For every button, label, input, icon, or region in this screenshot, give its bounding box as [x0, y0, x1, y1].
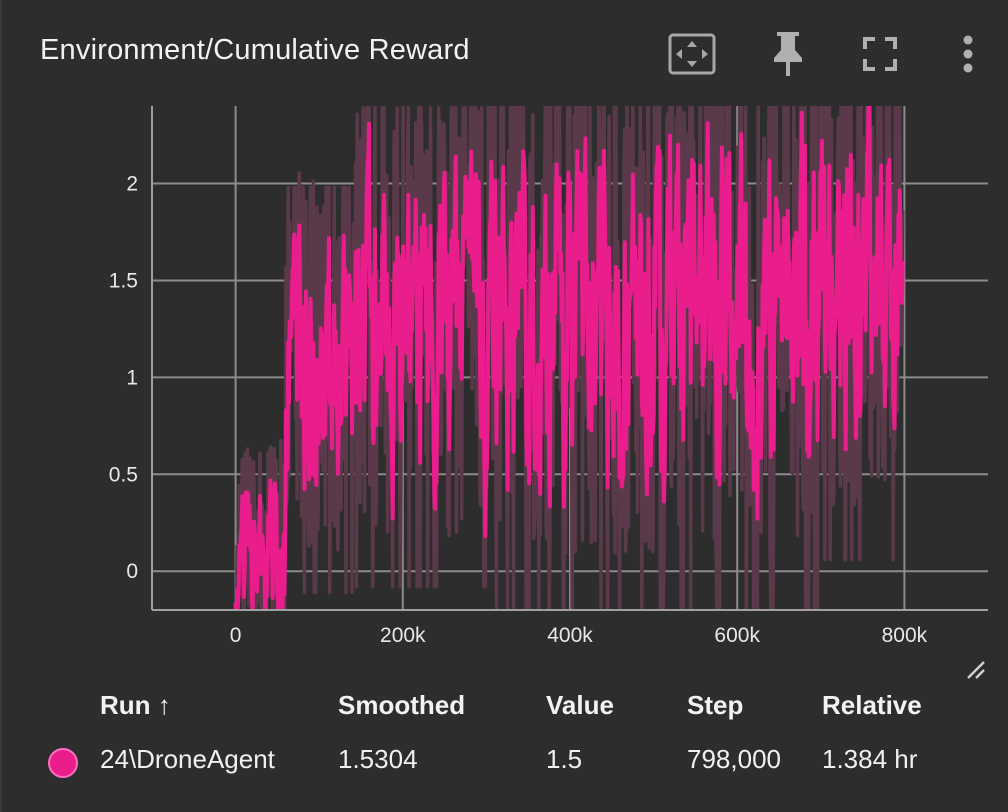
- line-chart[interactable]: 0 0.5 1 1.5 2 0 200k 400k 600k 800k: [2, 0, 1008, 660]
- x-tick-label: 0: [230, 624, 242, 647]
- fullscreen-button[interactable]: [854, 28, 906, 80]
- series-layer: [233, 106, 905, 610]
- fit-to-data-icon: [668, 33, 716, 75]
- y-tick-label: 0: [126, 560, 138, 583]
- run-color-dot: [48, 748, 78, 778]
- cell-value: 1.5: [546, 744, 583, 774]
- header-value[interactable]: Value: [546, 690, 614, 720]
- axis-layer: [151, 106, 988, 611]
- y-tick-labels: 0 0.5 1 1.5 2: [109, 173, 138, 584]
- pin-button[interactable]: [762, 28, 814, 80]
- cell-smoothed: 1.5304: [338, 744, 418, 774]
- x-tick-label: 400k: [547, 624, 593, 647]
- cell-step: 798,000: [687, 744, 781, 774]
- header-step[interactable]: Step: [687, 690, 744, 720]
- y-tick-label: 1: [126, 366, 138, 389]
- pin-icon: [774, 32, 802, 76]
- x-tick-label: 600k: [714, 624, 760, 647]
- header-relative[interactable]: Relative: [822, 690, 922, 720]
- x-tick-labels: 0 200k 400k 600k 800k: [230, 624, 928, 647]
- card-title: Environment/Cumulative Reward: [40, 34, 470, 66]
- header-smoothed[interactable]: Smoothed: [338, 690, 466, 720]
- fit-domain-button[interactable]: [666, 28, 718, 80]
- more-menu-button[interactable]: [942, 28, 994, 80]
- x-tick-label: 800k: [882, 624, 928, 647]
- resize-icon: [967, 661, 985, 679]
- y-tick-label: 1.5: [109, 269, 138, 292]
- x-tick-label: 200k: [380, 624, 426, 647]
- y-tick-label: 0.5: [109, 463, 138, 486]
- more-vert-icon: [963, 35, 973, 73]
- header-run[interactable]: Run ↑: [100, 690, 171, 720]
- resize-handle[interactable]: [964, 658, 988, 682]
- fullscreen-icon: [863, 37, 897, 71]
- smoothed-series-line: [233, 106, 905, 610]
- cell-run: 24\DroneAgent: [100, 744, 275, 774]
- y-tick-label: 2: [126, 173, 138, 196]
- cell-relative: 1.384 hr: [822, 744, 918, 774]
